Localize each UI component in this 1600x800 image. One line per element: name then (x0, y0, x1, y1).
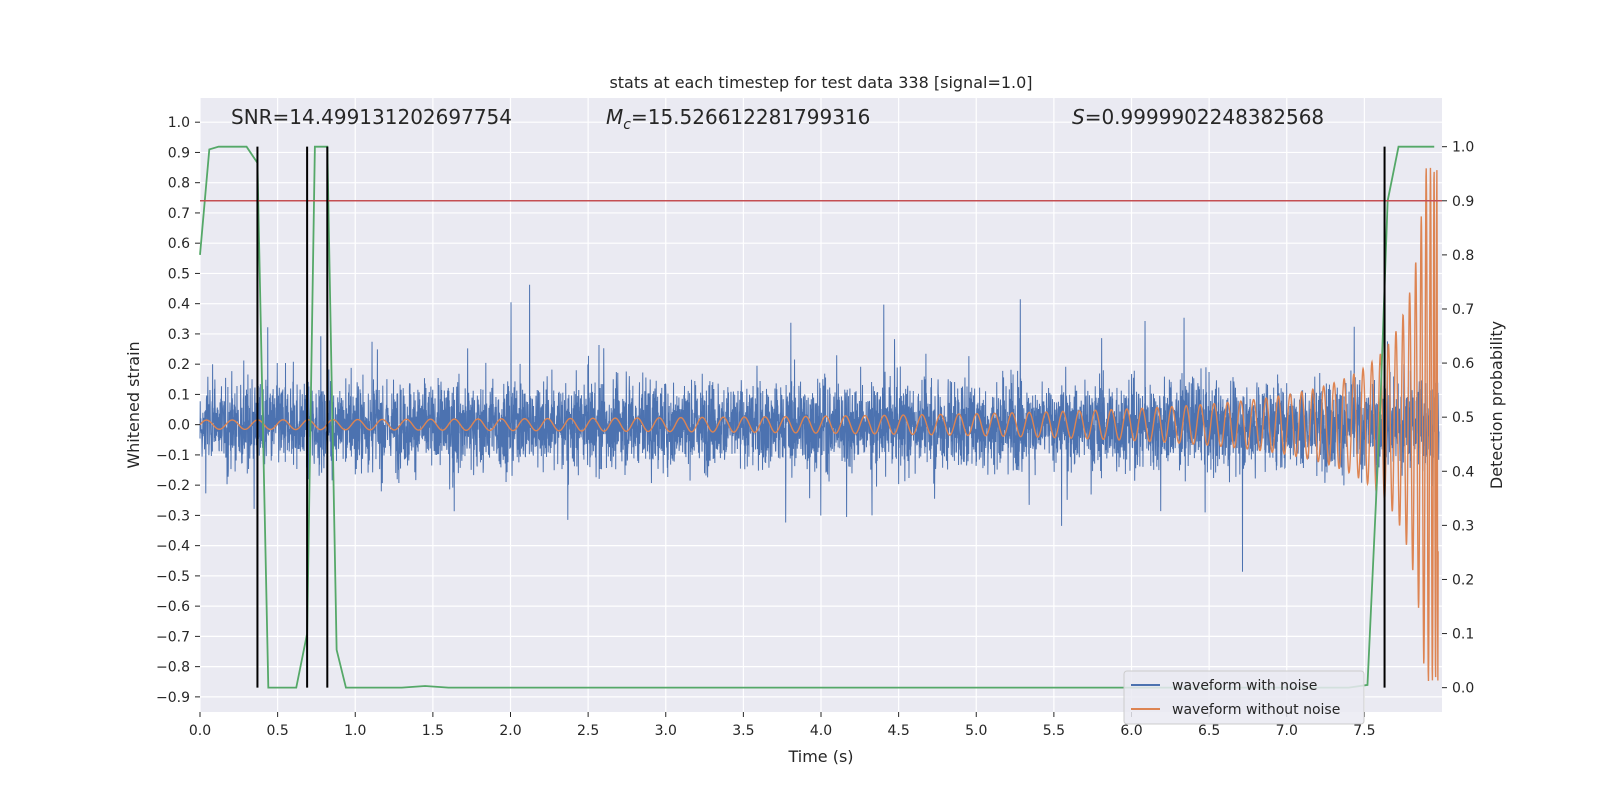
x-tick-label-15: 7.5 (1353, 723, 1375, 739)
y-axis-ticks: −0.9 −0.8 −0.7 −0.6 −0.5 −0.4 −0.3 −0.2 −0.1 0.0 0… (156, 115, 200, 706)
y2-tick-label-5: 0.5 (1452, 410, 1474, 426)
annotation-score: S=0.9999902248382568 (1072, 105, 1324, 129)
x-tick-label-3: 1.5 (422, 723, 444, 739)
legend: waveform with noise waveform without noi… (1123, 670, 1365, 725)
event-markers (256, 146, 1386, 688)
y-tick-label-6: −0.3 (156, 508, 190, 524)
annotation-snr: SNR=14.499131202697754 (231, 105, 512, 129)
y2-tick-label-7: 0.7 (1452, 302, 1474, 318)
y2-tick-label-6: 0.6 (1452, 356, 1474, 372)
y2-tick-label-4: 0.4 (1452, 464, 1474, 480)
series-waveform-without-noise (199, 167, 1439, 682)
noise-line (199, 284, 1440, 572)
y-tick-label-1: −0.8 (156, 660, 190, 676)
x-tick-label-8: 4.0 (810, 723, 832, 739)
probability-line (199, 145, 1435, 689)
y2-tick-label-9: 0.9 (1452, 194, 1474, 210)
x-tick-label-14: 7.0 (1276, 723, 1298, 739)
x-tick-label-6: 3.0 (655, 723, 677, 739)
x-tick-label-2: 1.0 (344, 723, 366, 739)
y-tick-label-10: 0.1 (168, 387, 190, 403)
y2-axis-ticks: 0.0 0.1 0.2 0.3 0.4 0.5 0.6 0.7 0.8 0.9 1.0 (1442, 140, 1474, 697)
x-axis-ticks: 0.0 0.5 1.0 1.5 2.0 2.5 3.0 3.5 4.0 4.5 5.0 5.5 6.0 6… (189, 712, 1376, 739)
x-tick-label-1: 0.5 (266, 723, 288, 739)
y-tick-label-11: 0.2 (168, 357, 190, 373)
x-tick-label-12: 6.0 (1120, 723, 1142, 739)
series-detection-probability (199, 145, 1435, 689)
y-tick-label-5: −0.4 (156, 539, 190, 555)
y-tick-label-19: 1.0 (168, 115, 190, 131)
y-tick-label-7: −0.2 (156, 478, 190, 494)
y-tick-label-9: 0.0 (168, 418, 190, 434)
y-tick-label-13: 0.4 (168, 297, 190, 313)
x-tick-label-10: 5.0 (965, 723, 987, 739)
y2-tick-label-8: 0.8 (1452, 248, 1474, 264)
y-tick-label-8: −0.1 (156, 448, 190, 464)
y-tick-label-16: 0.7 (168, 206, 190, 222)
y-tick-label-0: −0.9 (156, 690, 190, 706)
y-tick-label-12: 0.3 (168, 327, 190, 343)
x-tick-label-5: 2.5 (577, 723, 599, 739)
y-tick-label-17: 0.8 (168, 176, 190, 192)
x-tick-label-0: 0.0 (189, 723, 211, 739)
y-axis-title: Whitened strain (124, 341, 143, 468)
y2-tick-label-3: 0.3 (1452, 518, 1474, 534)
y-tick-label-2: −0.7 (156, 629, 190, 645)
annotation-chirp-mass: Mc=15.526612281799316 (606, 105, 870, 133)
x-tick-label-9: 4.5 (887, 723, 909, 739)
legend-label-clean: waveform without noise (1172, 702, 1340, 718)
y-tick-label-3: −0.6 (156, 599, 190, 615)
x-tick-label-7: 3.5 (732, 723, 754, 739)
x-axis-title: Time (s) (787, 747, 853, 766)
y-tick-label-4: −0.5 (156, 569, 190, 585)
y-tick-label-15: 0.6 (168, 236, 190, 252)
annotation-mc-subscript: c (623, 117, 631, 133)
y2-tick-label-2: 0.2 (1452, 572, 1474, 588)
x-tick-label-4: 2.0 (499, 723, 521, 739)
chirp-line (199, 167, 1439, 682)
y2-tick-label-0: 0.0 (1452, 681, 1474, 697)
annotation-mc-value: =15.526612281799316 (631, 105, 870, 129)
y-tick-label-14: 0.5 (168, 266, 190, 282)
y2-tick-label-10: 1.0 (1452, 140, 1474, 156)
annotation-s-symbol: S (1072, 105, 1085, 129)
annotation-s-value: =0.9999902248382568 (1085, 105, 1324, 129)
series-waveform-with-noise (199, 284, 1440, 572)
y2-tick-label-1: 0.1 (1452, 627, 1474, 643)
annotation-mc-symbol: M (606, 105, 623, 129)
legend-box (1123, 670, 1365, 725)
y2-axis-title: Detection probability (1487, 321, 1506, 489)
x-tick-label-13: 6.5 (1198, 723, 1220, 739)
chart-title: stats at each timestep for test data 338… (609, 73, 1032, 92)
x-tick-label-11: 5.5 (1043, 723, 1065, 739)
y-tick-label-18: 0.9 (168, 145, 190, 161)
legend-label-noise: waveform with noise (1172, 678, 1317, 694)
